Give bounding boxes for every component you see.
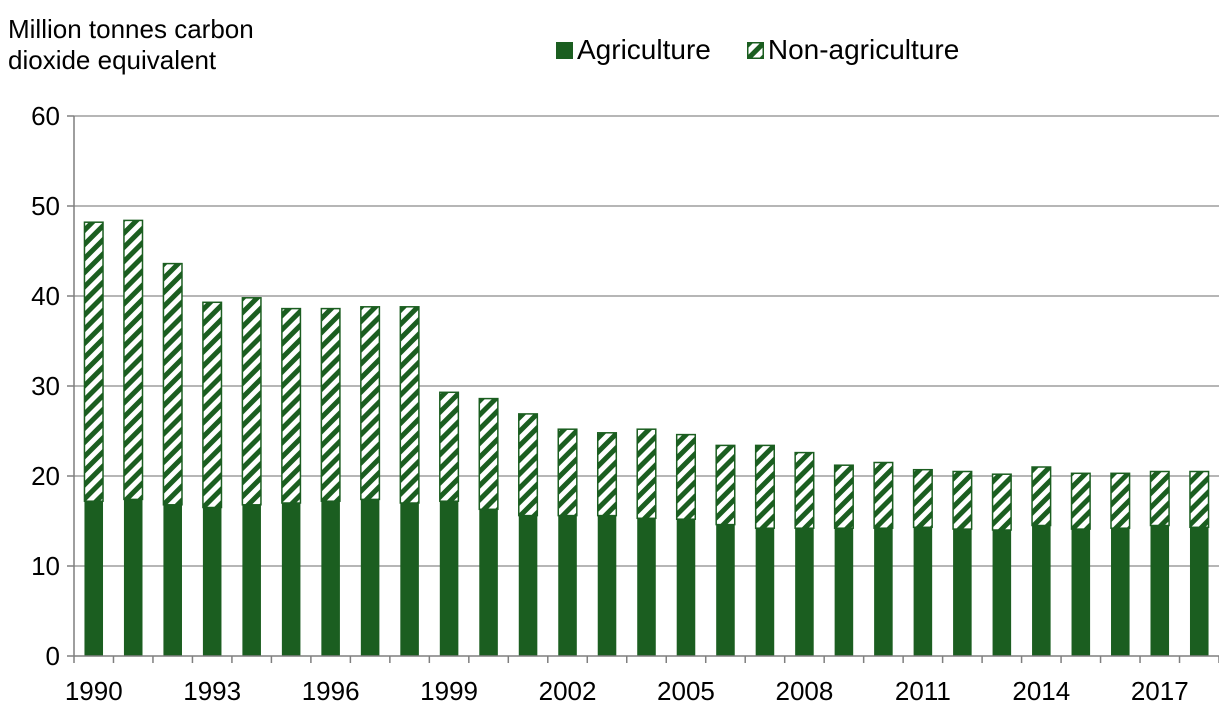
bar-non-agriculture-1994 [241, 297, 262, 506]
x-tick-labels: 1990 1993 1996 1999 2002 2005 2008 2011 2014 2017 [65, 676, 1189, 705]
bar-agriculture-1996 [321, 501, 340, 656]
bar-non-agriculture-2002 [557, 428, 578, 517]
y-axis-unit-line-1: Million tonnes carbon [8, 14, 254, 44]
x-tick-label-1996: 1996 [302, 676, 360, 705]
bar-agriculture-2003 [597, 515, 617, 656]
bar-non-agriculture-2010 [873, 461, 894, 529]
bar-non-agriculture-2003 [596, 432, 618, 517]
bar-agriculture-2002 [558, 515, 577, 656]
bar-non-agriculture-1997 [360, 306, 381, 501]
bar-agriculture-1992 [163, 504, 182, 656]
bar-agriculture-1993 [202, 507, 222, 656]
y-tick-label-40: 40 [31, 281, 60, 311]
bar-agriculture-1991 [123, 499, 143, 656]
bar-non-agriculture-2004 [636, 428, 657, 520]
chart-legend: Agriculture Non-agriculture [556, 34, 959, 66]
legend-swatch-agriculture [556, 41, 573, 59]
bar-agriculture-2007 [755, 528, 775, 656]
bar-agriculture-2008 [795, 528, 814, 656]
bar-non-agriculture-1996 [320, 307, 341, 502]
bar-agriculture-2009 [834, 528, 854, 656]
axes [67, 115, 1219, 663]
bar-agriculture-1997 [360, 499, 380, 656]
y-axis-unit-line-2: dioxide equivalent [8, 45, 217, 75]
y-tick-label-10: 10 [31, 551, 60, 581]
bar-non-agriculture-2018 [1189, 470, 1210, 529]
x-tick-label-2005: 2005 [657, 676, 715, 705]
x-tick-label-1999: 1999 [420, 676, 478, 705]
bar-agriculture-1994 [242, 504, 261, 656]
bar-non-agriculture-2012 [952, 470, 973, 530]
bar-non-agriculture-2016 [1110, 472, 1131, 529]
y-tick-label-60: 60 [31, 101, 60, 131]
bar-non-agriculture-2014 [1031, 466, 1052, 527]
legend-item-agriculture: Agriculture [556, 34, 711, 66]
legend-item-non-agriculture: Non-agriculture [746, 34, 960, 66]
y-tick-label-30: 30 [31, 371, 60, 401]
bars [83, 219, 1210, 656]
bar-non-agriculture-1991 [123, 219, 144, 501]
y-tick-label-20: 20 [31, 461, 60, 491]
y-tick-labels: 0 10 20 30 40 50 60 [31, 101, 60, 671]
bar-non-agriculture-1992 [162, 262, 183, 506]
bar-agriculture-1999 [439, 501, 459, 656]
bar-non-agriculture-1990 [83, 221, 104, 502]
x-tick-label-2011: 2011 [895, 676, 951, 705]
y-tick-label-50: 50 [31, 191, 60, 221]
x-tick-label-1990: 1990 [65, 676, 123, 705]
bar-agriculture-2001 [518, 515, 538, 656]
x-tick-label-2002: 2002 [539, 676, 597, 705]
bar-non-agriculture-2013 [991, 473, 1012, 531]
bar-agriculture-2000 [479, 509, 498, 656]
y-axis-unit-label: Million tonnes carbon dioxide equivalent [8, 14, 328, 76]
bar-non-agriculture-2008 [794, 451, 815, 529]
legend-swatch-non-agriculture [746, 41, 764, 59]
bar-non-agriculture-2017 [1149, 470, 1170, 527]
bar-agriculture-1998 [400, 503, 419, 656]
bar-non-agriculture-1998 [399, 306, 420, 504]
bar-agriculture-2015 [1071, 529, 1091, 656]
bar-non-agriculture-1993 [202, 301, 223, 509]
bar-non-agriculture-1999 [439, 391, 460, 502]
legend-label-non-agriculture: Non-agriculture [767, 34, 960, 65]
bar-agriculture-1995 [281, 503, 301, 656]
y-tick-label-0: 0 [46, 641, 60, 671]
bar-non-agriculture-2007 [754, 444, 775, 529]
bar-agriculture-1990 [84, 501, 104, 656]
bar-agriculture-2017 [1150, 525, 1170, 656]
bar-non-agriculture-2009 [833, 464, 854, 529]
bar-agriculture-2018 [1189, 527, 1209, 656]
x-tick-label-2014: 2014 [1012, 676, 1070, 705]
bar-agriculture-2006 [716, 524, 735, 656]
bar-non-agriculture-2011 [912, 468, 933, 529]
bar-agriculture-2014 [1032, 525, 1051, 656]
bar-agriculture-2013 [992, 530, 1012, 656]
bar-agriculture-2004 [637, 518, 656, 656]
x-tick-label-2008: 2008 [776, 676, 834, 705]
bar-agriculture-2005 [676, 519, 696, 656]
bar-agriculture-2016 [1111, 528, 1130, 656]
bar-non-agriculture-2015 [1070, 472, 1091, 530]
bar-agriculture-2012 [953, 529, 972, 656]
bar-agriculture-2010 [874, 528, 893, 656]
x-tick-label-1993: 1993 [183, 676, 241, 705]
bar-non-agriculture-1995 [281, 307, 302, 504]
x-tick-label-2017: 2017 [1131, 676, 1189, 705]
bar-non-agriculture-2001 [518, 413, 539, 517]
legend-label-agriculture: Agriculture [577, 34, 711, 65]
bar-agriculture-2011 [913, 527, 933, 656]
bar-non-agriculture-2000 [478, 397, 499, 511]
bar-non-agriculture-2006 [715, 444, 736, 526]
bar-non-agriculture-2005 [675, 433, 697, 520]
